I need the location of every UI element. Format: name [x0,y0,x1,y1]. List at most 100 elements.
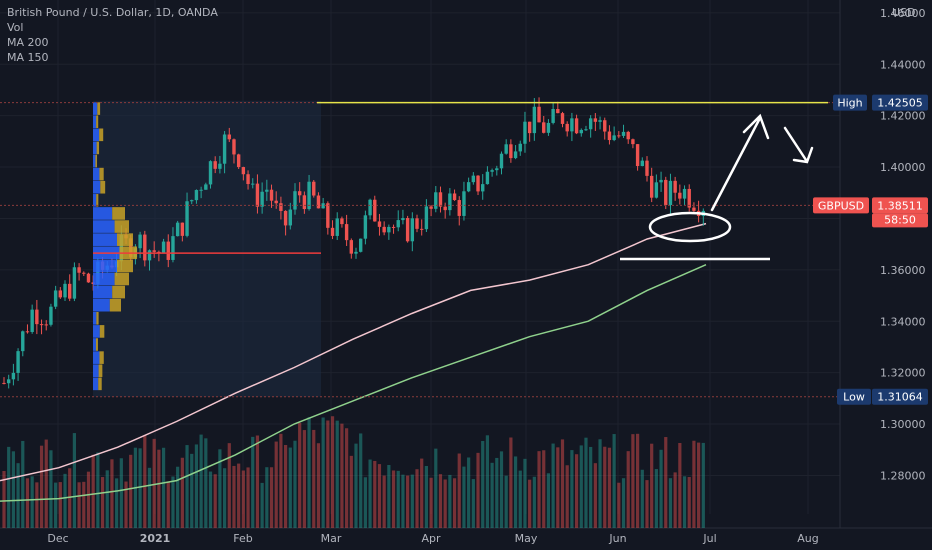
volume-bar [560,439,565,528]
candle-body [457,200,461,216]
candle-body [330,227,335,236]
candle-body [687,188,691,208]
volume-bar [77,482,81,528]
candle-body [551,109,555,123]
volume-bar [565,465,569,528]
volume-bar [546,473,551,528]
volume-bar [82,481,86,528]
volume-bar [119,458,123,528]
candle-body [297,191,302,196]
candle-body [185,201,189,236]
candle-body [241,167,246,175]
volume-bar [373,460,377,528]
candle-body [358,238,363,252]
volume-bar [574,454,579,528]
volume-bar [171,476,175,528]
volume-bar [659,449,663,528]
volume-bar [678,443,682,528]
volume-profile-bar-down [98,364,103,378]
candle-body [424,206,429,230]
volume-profile-bar-up [93,128,100,142]
candle-body [565,123,569,132]
volume-bar [218,449,222,528]
volume-bar [598,439,602,528]
volume-bar [340,423,344,528]
volume-bar [668,478,673,528]
volume-profile-bar-down [96,141,100,155]
x-tick-label: Jun [608,532,626,545]
candle-body [39,324,44,326]
candle-body [138,234,142,249]
candle-body [227,134,231,140]
volume-bar [612,434,616,528]
volume-bar [129,454,133,528]
x-tick-label: 2021 [140,532,171,545]
volume-profile-bar-down [96,115,99,128]
high-tag-label-bg [833,94,867,111]
volume-profile-bar-down [98,377,102,391]
volume-bar [307,417,311,528]
volume-bar [626,451,630,528]
volume-bar [194,444,199,528]
last-price-label: 1.38511 [877,199,923,212]
volume-bar [157,449,161,528]
volume-profile-bar-up [93,325,100,338]
volume-bar [462,466,466,528]
candle-body [523,121,527,144]
volume-bar [495,457,499,528]
candle-body [326,203,330,228]
volume-bar [382,475,386,528]
volume-bar [232,465,236,528]
candle-body [68,283,72,299]
volume-bar [429,477,433,528]
candle-body [560,113,565,124]
volume-profile-bar-up [93,207,113,220]
volume-bar [279,433,283,528]
volume-profile-bar-down [95,154,98,168]
ma150-line [0,264,707,502]
candle-body [161,241,166,254]
volume-profile-bar-up [93,338,96,351]
candle-body [612,135,616,141]
ma150-indicator-label[interactable]: MA 150 [7,51,49,64]
volume-bar [35,482,39,528]
x-tick-label: Feb [233,532,252,545]
candle-body [410,218,415,242]
volume-bar [54,482,58,528]
volume-bar [63,473,67,528]
symbol-title[interactable]: British Pound / U.S. Dollar, 1D, OANDA [7,6,218,19]
candle-body [49,306,53,325]
volume-bar [115,478,119,528]
volume-bar [161,447,166,528]
volume-bar [349,455,353,528]
volume-profile-bar-down [95,338,98,351]
volume-bar [443,479,447,528]
high-price-label-bg [872,94,928,111]
volume-bar [7,446,11,528]
volume-bar [100,477,105,528]
volume-bar [237,463,241,528]
ma200-indicator-label[interactable]: MA 200 [7,36,49,49]
candle-body [143,234,147,261]
x-tick-label: Dec [47,532,68,545]
candle-body [25,331,30,333]
candle-body [232,139,236,155]
candle-body [213,161,217,169]
volume-bar [330,416,335,528]
candle-body [180,222,185,236]
candle-body [452,193,457,201]
candle-body [668,180,673,206]
volume-bar [420,458,424,528]
candle-body [391,226,396,228]
volume-bar [143,435,147,528]
candle-body [556,109,560,114]
volume-bar [227,443,231,528]
volume-profile-bar-up [93,364,99,378]
volume-profile-bar-up [93,141,97,155]
candle-body [678,192,682,199]
y-tick-label: 1.40000 [880,161,926,174]
vol-indicator-label[interactable]: Vol [7,21,24,34]
candle-body [466,182,471,192]
candle-body [316,195,321,209]
